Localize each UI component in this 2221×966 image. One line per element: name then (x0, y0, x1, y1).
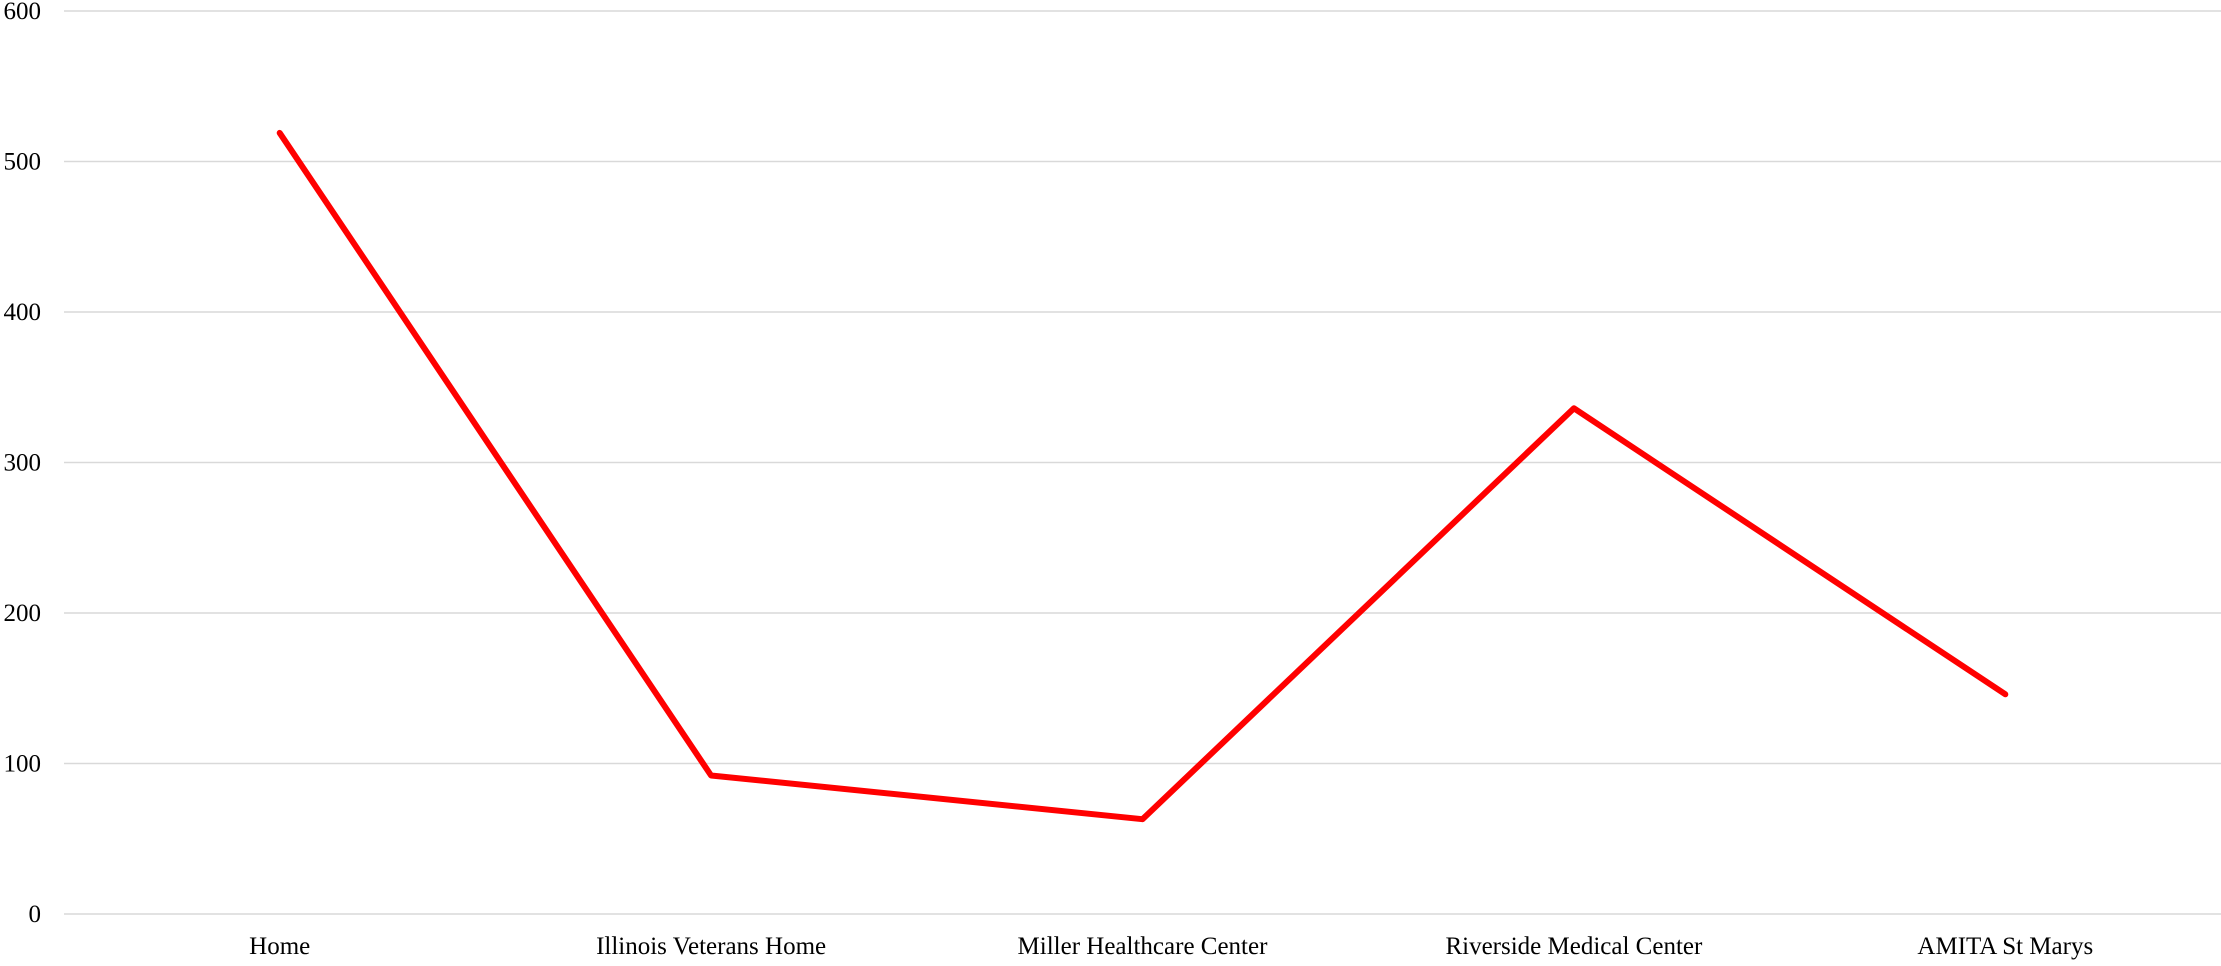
y-tick-label: 500 (4, 149, 42, 176)
gridlines (64, 10, 2221, 915)
x-tick-label: Miller Healthcare Center (1018, 933, 1269, 960)
x-axis-ticks: Home Illinois Veterans Home Miller Healthc… (249, 933, 2093, 960)
series-layer (276, 129, 2009, 823)
y-tick-label: 400 (4, 299, 42, 326)
y-tick-label: 200 (4, 600, 42, 627)
y-tick-label: 100 (4, 751, 42, 778)
y-tick-label: 0 (29, 901, 42, 928)
x-tick-label: Riverside Medical Center (1445, 933, 1703, 960)
x-tick-label: Illinois Veterans Home (596, 933, 826, 960)
y-axis-ticks: 0 100 200 300 400 500 600 (4, 0, 42, 928)
x-tick-label: Home (249, 933, 310, 960)
y-tick-label: 600 (4, 0, 42, 25)
y-tick-label: 300 (4, 450, 42, 477)
series-line-0 (276, 129, 2009, 823)
x-tick-label: AMITA St Marys (1917, 933, 2093, 960)
